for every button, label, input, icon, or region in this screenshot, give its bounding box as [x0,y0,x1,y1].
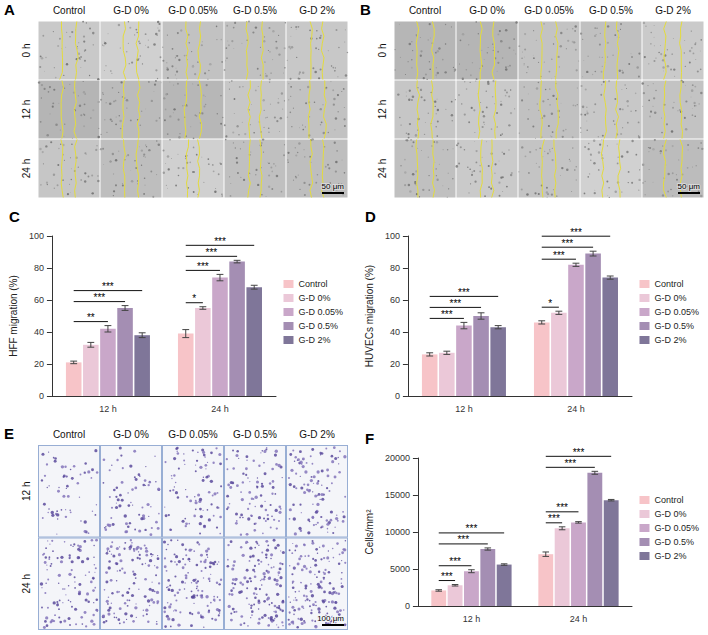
svg-text:12 h: 12 h [21,100,32,119]
svg-text:G-D 0.05%: G-D 0.05% [168,5,218,16]
svg-text:0: 0 [405,601,410,611]
svg-text:24 h: 24 h [211,404,229,414]
svg-text:0: 0 [395,391,400,401]
svg-text:C: C [9,208,20,225]
svg-text:G-D 2%: G-D 2% [655,5,691,16]
svg-text:40: 40 [390,327,400,337]
svg-text:Control: Control [298,279,327,289]
svg-text:E: E [4,425,14,442]
svg-text:G-D 2%: G-D 2% [298,335,330,345]
svg-text:100 μm: 100 μm [317,614,344,623]
svg-text:***: *** [197,261,209,272]
svg-text:B: B [360,1,371,18]
svg-text:***: *** [562,238,574,249]
svg-text:100: 100 [29,231,44,241]
svg-text:*: * [548,298,552,309]
svg-text:20: 20 [34,359,44,369]
svg-text:G-D 0%: G-D 0% [469,5,505,16]
svg-text:G-D 0.5%: G-D 0.5% [233,429,277,440]
svg-text:***: *** [564,458,576,469]
svg-text:F: F [365,430,374,447]
svg-text:G-D 0.5%: G-D 0.5% [233,5,277,16]
svg-text:20000: 20000 [385,453,410,463]
svg-text:G-D 2%: G-D 2% [299,5,335,16]
svg-text:***: *** [466,523,478,534]
svg-text:G-D 0.05%: G-D 0.05% [524,5,574,16]
svg-text:G-D 0%: G-D 0% [113,5,149,16]
svg-text:12 h: 12 h [463,614,481,624]
svg-text:24 h: 24 h [377,159,388,178]
svg-text:A: A [4,1,15,18]
svg-text:G-D 0.05%: G-D 0.05% [654,523,699,533]
svg-text:***: *** [449,556,461,567]
svg-text:60: 60 [390,295,400,305]
svg-text:G-D 0.05%: G-D 0.05% [298,307,343,317]
svg-text:***: *** [457,534,469,545]
svg-text:***: *** [102,281,114,292]
svg-text:Control: Control [654,495,683,505]
svg-text:24 h: 24 h [21,574,32,593]
svg-text:***: *** [94,292,106,303]
svg-text:G-D 2%: G-D 2% [654,551,686,561]
svg-text:***: *** [556,502,568,513]
svg-text:100: 100 [385,231,400,241]
svg-text:24 h: 24 h [567,404,585,414]
svg-text:80: 80 [390,263,400,273]
svg-text:20: 20 [390,359,400,369]
svg-text:10000: 10000 [385,527,410,537]
svg-text:24 h: 24 h [21,159,32,178]
svg-text:Control: Control [53,429,85,440]
svg-text:0 h: 0 h [377,44,388,58]
svg-text:40: 40 [34,327,44,337]
svg-text:G-D 0.05%: G-D 0.05% [654,307,699,317]
svg-text:***: *** [548,513,560,524]
svg-text:*: * [192,293,196,304]
svg-text:HFF migration (%): HFF migration (%) [8,275,19,357]
svg-text:50 μm: 50 μm [322,182,345,191]
svg-text:HUVECs migration (%): HUVECs migration (%) [364,265,375,367]
svg-text:G-D 0.5%: G-D 0.5% [654,537,694,547]
svg-text:50 μm: 50 μm [678,182,701,191]
svg-text:G-D 0%: G-D 0% [113,429,149,440]
svg-text:5000: 5000 [390,564,410,574]
svg-text:60: 60 [34,295,44,305]
svg-text:0: 0 [39,391,44,401]
svg-text:Control: Control [53,5,85,16]
svg-text:G-D 0%: G-D 0% [654,509,686,519]
svg-text:15000: 15000 [385,490,410,500]
svg-text:***: *** [553,250,565,261]
svg-text:***: *** [206,247,218,258]
svg-text:***: *** [441,571,453,582]
svg-text:12 h: 12 h [377,100,388,119]
svg-text:Control: Control [654,279,683,289]
svg-text:Cells/mm²: Cells/mm² [364,509,375,555]
svg-text:***: *** [214,236,226,247]
svg-text:24 h: 24 h [570,614,588,624]
svg-text:G-D 0%: G-D 0% [654,293,686,303]
svg-text:G-D 0.05%: G-D 0.05% [168,429,218,440]
svg-text:G-D 2%: G-D 2% [299,429,335,440]
svg-text:D: D [365,208,376,225]
svg-text:12 h: 12 h [21,482,32,501]
svg-text:12 h: 12 h [455,404,473,414]
svg-text:***: *** [573,447,585,458]
svg-text:***: *** [458,287,470,298]
svg-text:G-D 0.5%: G-D 0.5% [589,5,633,16]
svg-text:G-D 0.5%: G-D 0.5% [654,321,694,331]
svg-text:**: ** [87,312,95,323]
svg-text:***: *** [450,298,462,309]
svg-text:G-D 0%: G-D 0% [298,293,330,303]
svg-text:G-D 2%: G-D 2% [654,335,686,345]
svg-text:***: *** [441,309,453,320]
svg-text:12 h: 12 h [99,404,117,414]
svg-text:80: 80 [34,263,44,273]
svg-text:G-D 0.5%: G-D 0.5% [298,321,338,331]
svg-text:***: *** [570,227,582,238]
svg-text:Control: Control [409,5,441,16]
svg-text:0 h: 0 h [21,44,32,58]
